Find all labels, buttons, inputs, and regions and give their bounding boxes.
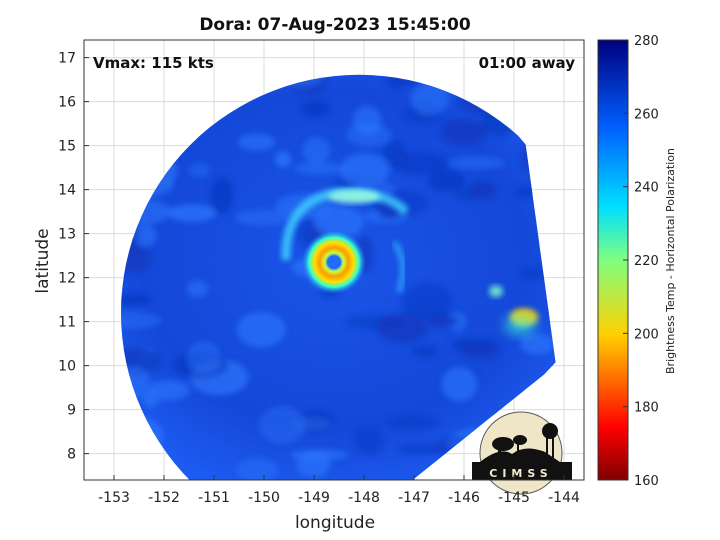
x-tick-label: -153	[98, 490, 130, 506]
x-tick-label: -144	[548, 490, 580, 506]
x-tick-label: -145	[498, 490, 530, 506]
x-tick-label: -146	[448, 490, 480, 506]
colorbar-tick-label: 240	[634, 181, 659, 196]
x-tick-label: -151	[198, 490, 230, 506]
y-axis: 8 9 10 11 12 13 14 15 16 17	[58, 51, 89, 463]
colorbar-tick-label: 180	[634, 401, 659, 416]
y-tick-label: 17	[58, 51, 76, 67]
x-tick-label: -148	[348, 490, 380, 506]
x-axis: -153 -152 -151 -150 -149 -148 -147 -146 -145 -144	[98, 475, 580, 506]
x-tick-label: -149	[298, 490, 330, 506]
y-tick-label: 8	[67, 447, 76, 463]
time-away-annotation: 01:00 away	[479, 54, 576, 72]
y-tick-label: 14	[58, 183, 76, 199]
colorbar-ticks: 160 180 200 220 240 260 280	[623, 34, 659, 489]
cimss-logo-text: CIMSS	[489, 467, 552, 480]
outer-band-north	[328, 189, 380, 204]
x-axis-label: longitude	[295, 513, 375, 533]
chart-title: Dora: 07-Aug-2023 15:45:00	[199, 15, 471, 35]
y-tick-label: 13	[58, 227, 76, 243]
eye	[327, 255, 341, 270]
cimss-logo: CIMSS	[472, 411, 572, 495]
colorbar-tick-label: 200	[634, 327, 659, 342]
colorbar-tick-label: 280	[634, 34, 659, 49]
y-tick-label: 16	[58, 95, 76, 111]
colorbar-tick-label: 260	[634, 107, 659, 122]
y-tick-label: 15	[58, 139, 76, 155]
y-tick-label: 10	[58, 359, 76, 375]
y-tick-label: 12	[58, 271, 76, 287]
y-tick-label: 9	[67, 403, 76, 419]
x-tick-label: -150	[248, 490, 280, 506]
y-tick-label: 11	[58, 315, 76, 331]
y-axis-label: latitude	[33, 228, 53, 293]
vmax-annotation: Vmax: 115 kts	[93, 54, 214, 72]
colorbar-tick-label: 160	[634, 474, 659, 489]
x-tick-label: -147	[398, 490, 430, 506]
colorbar-label: Brightness Temp - Horizontal Polarizatio…	[664, 148, 677, 374]
colorbar-tick-label: 220	[634, 254, 659, 269]
colorbar: 160 180 200 220 240 260 280 Brightness Temp - …	[597, 34, 677, 489]
x-tick-label: -152	[148, 490, 180, 506]
axes-frame	[83, 39, 585, 481]
